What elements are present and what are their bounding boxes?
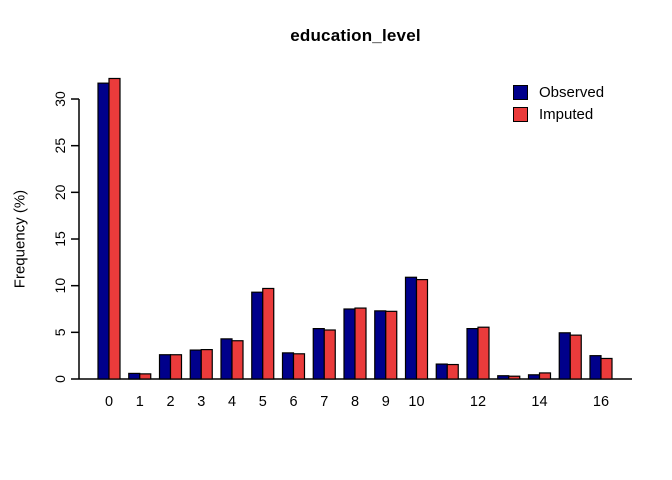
bar-observed-15: [558, 332, 571, 380]
bar-observed-0: [97, 82, 110, 380]
legend: Observed Imputed: [513, 85, 604, 122]
x-tick-label: 10: [408, 394, 424, 410]
bar-observed-2: [158, 354, 172, 380]
bar-imputed-1: [139, 373, 152, 380]
x-tick-label: 8: [351, 394, 359, 410]
bar-observed-6: [281, 352, 295, 380]
bar-observed-8: [343, 308, 356, 380]
legend-swatch-observed: [513, 85, 528, 100]
x-tick-label: 2: [166, 394, 174, 410]
bar-imputed-0: [108, 77, 121, 380]
bar-observed-13: [497, 375, 510, 380]
y-tick-label: 25: [52, 138, 68, 154]
y-tick-label: 20: [52, 184, 68, 200]
bar-imputed-2: [169, 354, 183, 380]
x-tick-label: 4: [228, 394, 236, 410]
bar-imputed-9: [385, 310, 398, 380]
bar-observed-11: [435, 363, 448, 380]
bar-observed-16: [589, 355, 602, 380]
bar-imputed-14: [538, 372, 552, 380]
bar-imputed-5: [262, 287, 275, 380]
x-tick-label: 14: [531, 394, 547, 410]
bar-imputed-3: [200, 349, 213, 380]
bar-observed-14: [527, 374, 541, 380]
bar-observed-9: [374, 310, 387, 380]
bar-imputed-4: [231, 340, 244, 380]
legend-swatch-imputed: [513, 107, 528, 122]
x-tick-label: 7: [320, 394, 328, 410]
legend-label-observed: Observed: [539, 84, 605, 101]
bar-observed-4: [220, 338, 233, 380]
bar-imputed-7: [323, 329, 336, 380]
bar-imputed-12: [477, 326, 490, 380]
y-tick-label: 0: [52, 375, 68, 383]
y-axis-title: Frequency (%): [11, 189, 29, 289]
y-tick-label: 30: [52, 91, 68, 107]
bar-imputed-16: [600, 357, 613, 380]
x-tick-label: 5: [259, 394, 267, 410]
x-tick-label: 12: [470, 394, 486, 410]
chart-title: education_level: [290, 26, 421, 45]
bar-observed-12: [466, 328, 479, 380]
bar-imputed-10: [415, 279, 429, 380]
x-tick-label: 3: [197, 394, 205, 410]
bar-observed-7: [312, 328, 325, 380]
bar-observed-5: [251, 291, 264, 380]
bar-imputed-11: [446, 363, 459, 380]
legend-item-imputed: Imputed: [513, 107, 604, 122]
bar-imputed-15: [569, 334, 582, 380]
bar-observed-10: [404, 276, 418, 380]
bar-imputed-13: [508, 375, 521, 380]
bar-observed-1: [128, 372, 141, 380]
bar-imputed-8: [354, 307, 367, 380]
x-tick-label: 16: [593, 394, 609, 410]
y-tick-label: 10: [52, 278, 68, 294]
legend-item-observed: Observed: [513, 85, 604, 100]
bar-imputed-6: [292, 353, 306, 380]
x-tick-label: 1: [136, 394, 144, 410]
x-tick-label: 9: [382, 394, 390, 410]
y-tick-label: 15: [52, 231, 68, 247]
bar-observed-3: [189, 349, 202, 380]
x-tick-label: 0: [105, 394, 113, 410]
y-tick-label: 5: [52, 328, 68, 336]
x-tick-label: 6: [289, 394, 297, 410]
legend-label-imputed: Imputed: [539, 106, 594, 123]
